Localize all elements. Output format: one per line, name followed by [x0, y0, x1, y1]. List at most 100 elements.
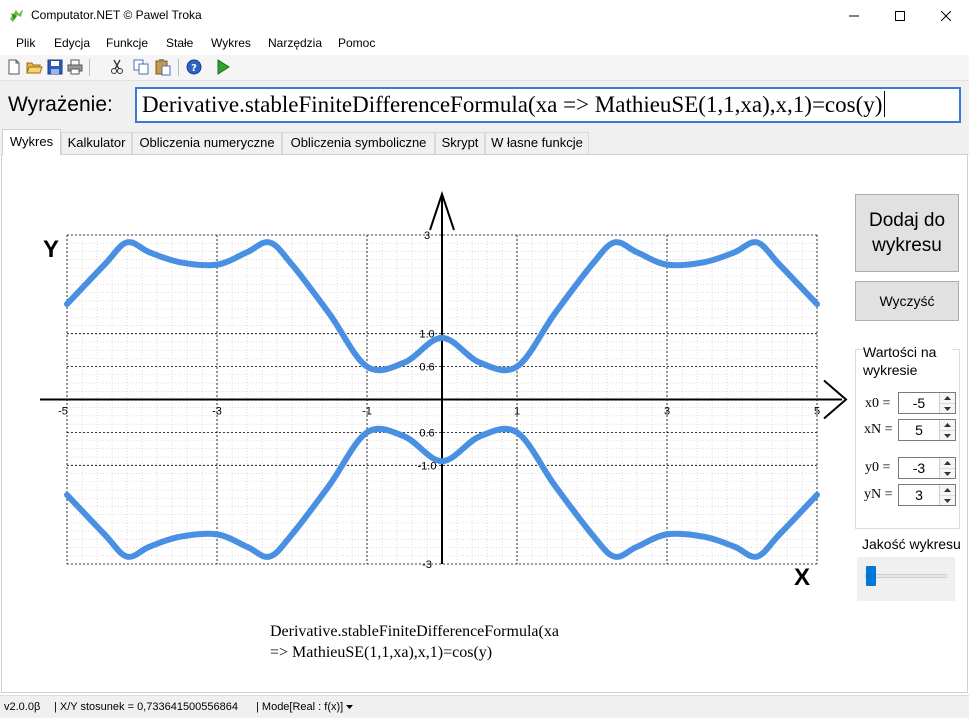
x0-spinner[interactable]: -5: [898, 392, 956, 414]
x-tick-label: 3: [664, 406, 670, 418]
x-tick-label: -5: [58, 406, 68, 418]
xN-label: xN =: [864, 422, 893, 437]
tab-bar: Wykres Kalkulator Obliczenia numeryczne …: [0, 129, 969, 155]
spin-up-icon[interactable]: [940, 420, 955, 430]
maximize-icon: [895, 10, 905, 21]
spin-down-icon[interactable]: [940, 468, 955, 478]
spin-up-icon[interactable]: [940, 485, 955, 495]
add-to-chart-button[interactable]: Dodaj do wykresu: [855, 194, 959, 272]
tab-obliczenia-numeryczne[interactable]: Obliczenia numeryczne: [132, 132, 282, 154]
status-ratio: | X/Y stosunek = 0,733641500556864: [54, 701, 239, 713]
menu-edycja[interactable]: Edycja: [54, 36, 91, 50]
toolbar: ?: [0, 55, 969, 81]
series-line-1: [64, 425, 820, 560]
add-button-label-line2: wykresu: [872, 235, 942, 256]
legend-line: Derivative.stableFiniteDifferenceFormula…: [270, 623, 559, 640]
quality-slider[interactable]: [857, 557, 955, 601]
y-tick-label: -1.0: [418, 460, 437, 472]
expression-input[interactable]: Derivative.stableFiniteDifferenceFormula…: [135, 87, 961, 123]
yN-value: 3: [915, 487, 923, 503]
menu-wykres[interactable]: Wykres: [211, 36, 251, 50]
tab-wlasne-funkcje[interactable]: W łasne funkcje: [485, 132, 589, 154]
tab-wykres[interactable]: Wykres: [2, 129, 61, 155]
status-mode[interactable]: | Mode[Real : f(x)]: [256, 701, 354, 713]
expression-text: Derivative.stableFiniteDifferenceFormula…: [142, 92, 883, 117]
expression-label: Wyrażenie:: [8, 93, 113, 116]
y-tick-label: -3: [422, 559, 432, 571]
y-axis-arrow: [429, 190, 455, 231]
open-folder-icon[interactable]: [25, 58, 43, 76]
chart-range-group-title: Wartości na wykresie: [862, 343, 952, 379]
y-tick-label: 1.0: [419, 329, 434, 341]
y-tick-label: 0.6: [419, 427, 434, 439]
x0-label: x0 =: [865, 396, 891, 411]
slider-track: [865, 574, 947, 578]
toolbar-separator: [89, 59, 90, 76]
y0-label: y0 =: [865, 460, 891, 475]
spin-down-icon[interactable]: [940, 403, 955, 413]
slider-thumb[interactable]: [866, 566, 876, 586]
save-icon[interactable]: [46, 58, 64, 76]
status-bar: v2.0.0β | X/Y stosunek = 0,7336415005568…: [0, 695, 969, 718]
svg-text:?: ?: [191, 63, 197, 74]
window-title: Computator.NET © Pawel Troka: [31, 8, 202, 22]
maximize-button[interactable]: [877, 0, 923, 31]
tab-obliczenia-symboliczne[interactable]: Obliczenia symboliczne: [282, 132, 435, 154]
toolbar-separator: [178, 59, 179, 76]
x-tick-label: -1: [362, 406, 372, 418]
text-caret: [884, 91, 886, 117]
tab-kalkulator[interactable]: Kalkulator: [61, 132, 132, 154]
spin-down-icon[interactable]: [940, 495, 955, 505]
spin-down-icon[interactable]: [940, 430, 955, 440]
minimize-icon: [849, 15, 859, 16]
expression-area: Wyrażenie: Derivative.stableFiniteDiffer…: [0, 81, 969, 129]
y-tick-label: 3: [424, 230, 430, 242]
x-axis-arrow: [823, 379, 848, 420]
spin-up-icon[interactable]: [940, 458, 955, 468]
xN-spinner[interactable]: 5: [898, 419, 956, 441]
tab-skrypt[interactable]: Skrypt: [435, 132, 485, 154]
x-tick-label: 5: [814, 406, 820, 418]
y-axis-label: Y: [43, 236, 59, 263]
status-mode-label: | Mode[Real : f(x)]: [256, 701, 344, 713]
app-logo-icon: [10, 9, 23, 22]
legend-line: => MathieuSE(1,1,xa),x,1)=cos(y): [270, 644, 493, 661]
y0-value: -3: [912, 460, 926, 476]
clear-button[interactable]: Wyczyść: [855, 281, 959, 321]
close-button[interactable]: [923, 0, 969, 31]
run-icon[interactable]: [214, 58, 232, 76]
spin-up-icon[interactable]: [940, 393, 955, 403]
series-line-0: [64, 239, 820, 374]
yN-label: yN =: [864, 487, 893, 502]
chart-legend: Derivative.stableFiniteDifferenceFormula…: [270, 621, 559, 663]
quality-label: Jakość wykresu: [862, 536, 961, 552]
x0-value: -5: [912, 395, 926, 411]
x-tick-label: -3: [212, 406, 222, 418]
add-button-label-line1: Dodaj do: [868, 210, 946, 231]
x-axis-label: X: [794, 564, 810, 591]
minimize-button[interactable]: [831, 0, 877, 31]
new-file-icon[interactable]: [5, 58, 23, 76]
menu-bar: Plik Edycja Funkcje Stałe Wykres Narzędz…: [0, 31, 969, 55]
status-version: v2.0.0β: [4, 701, 41, 713]
xN-value: 5: [915, 422, 923, 438]
close-icon: [941, 10, 951, 21]
yN-spinner[interactable]: 3: [898, 484, 956, 506]
x-tick-label: 1: [514, 406, 520, 418]
help-icon[interactable]: ?: [185, 58, 203, 76]
menu-stale[interactable]: Stałe: [166, 36, 194, 50]
title-bar: Computator.NET © Pawel Troka: [0, 0, 969, 31]
y-tick-label: 0.6: [419, 362, 434, 374]
menu-pomoc[interactable]: Pomoc: [338, 36, 376, 50]
cut-icon[interactable]: [108, 58, 126, 76]
menu-funkcje[interactable]: Funkcje: [106, 36, 149, 50]
dropdown-arrow-icon: [346, 705, 354, 710]
function-chart[interactable]: -5 -3 -1 1 3 5 3 1.0 0.6 0.6 -1.0 -3 Y X: [0, 154, 850, 624]
y0-spinner[interactable]: -3: [898, 457, 956, 479]
menu-plik[interactable]: Plik: [16, 36, 36, 50]
paste-icon[interactable]: [154, 58, 172, 76]
chart-tab-panel: [1, 154, 968, 693]
copy-icon[interactable]: [132, 58, 150, 76]
print-icon[interactable]: [66, 58, 84, 76]
menu-narzedzia[interactable]: Narzędzia: [268, 36, 323, 50]
